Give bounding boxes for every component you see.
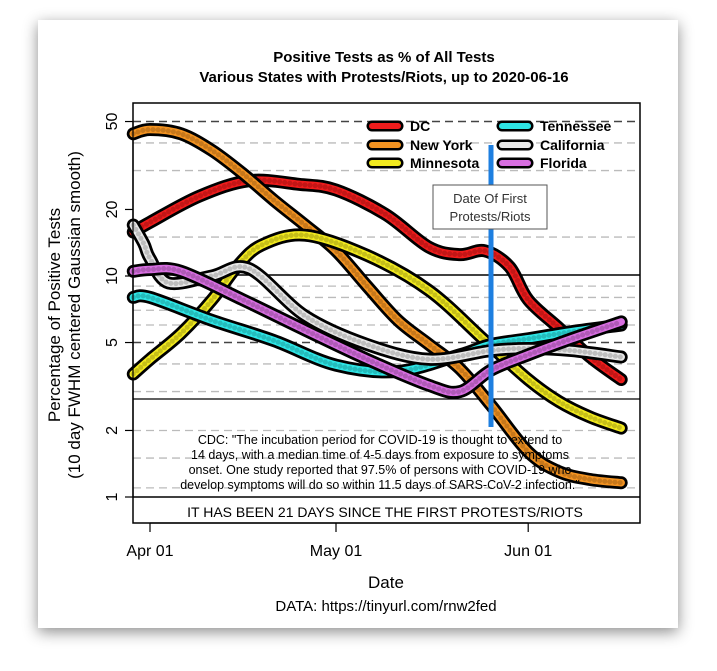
x-tick-label: May 01 (310, 543, 363, 560)
y-tick-label: 1 (104, 492, 121, 501)
series-beads (130, 177, 624, 383)
chart-title: Positive Tests as % of All Tests (273, 49, 494, 66)
legend: DC New York Minnesota Tennessee California Fl… (366, 118, 612, 171)
protest-label-line2: Protests/Riots (450, 209, 531, 224)
series-beads (130, 127, 624, 486)
y-tick-label: 5 (104, 338, 121, 347)
y-axis-label-line2: (10 day FWHM centered Gaussian smooth) (65, 151, 84, 479)
series-line (129, 231, 625, 432)
y-tick-label: 20 (104, 200, 121, 218)
x-tick-label: Apr 01 (126, 543, 173, 560)
series-beads (130, 232, 624, 431)
series-minnesota (126, 228, 628, 435)
x-axis-label: Date (368, 573, 404, 592)
legend-label-minnesota: Minnesota (410, 155, 479, 171)
cdc-note-line: CDC: "The incubation period for COVID-19… (198, 433, 562, 447)
protest-label-box (432, 184, 548, 230)
series-beads (130, 266, 624, 395)
protest-label-line1: Date Of First (453, 191, 527, 206)
series-new-york (126, 123, 628, 490)
y-tick-label: 10 (104, 267, 121, 285)
days-since-banner: IT HAS BEEN 21 DAYS SINCE THE FIRST PROT… (187, 504, 583, 520)
series-line (129, 264, 625, 397)
cdc-note-line: develop symptoms will do so within 11.5 … (180, 478, 580, 492)
x-tick-label: Jun 01 (504, 543, 552, 560)
cdc-note: CDC: "The incubation period for COVID-19… (180, 433, 580, 492)
cdc-note-line: 14 days, with a median time of 4-5 days … (191, 448, 569, 462)
y-tick-label: 50 (104, 113, 121, 131)
y-axis-label-line1: Percentage of Positive Tests (45, 208, 64, 422)
data-source: DATA: https://tinyurl.com/rnw2fed (275, 598, 496, 615)
series-florida (126, 262, 628, 399)
protest-date-line (488, 145, 494, 427)
series-dc (126, 173, 628, 387)
legend-label-new-york: New York (410, 137, 473, 153)
legend-label-florida: Florida (540, 155, 587, 171)
series-line (129, 176, 625, 384)
series-line (129, 125, 625, 487)
y-tick-label: 2 (104, 426, 121, 435)
cdc-note-line: onset. One study reported that 97.5% of … (189, 463, 572, 477)
chart-subtitle: Various States with Protests/Riots, up t… (199, 69, 568, 86)
legend-label-tennessee: Tennessee (540, 118, 612, 134)
legend-label-california: California (540, 137, 605, 153)
legend-label-dc: DC (410, 118, 430, 134)
